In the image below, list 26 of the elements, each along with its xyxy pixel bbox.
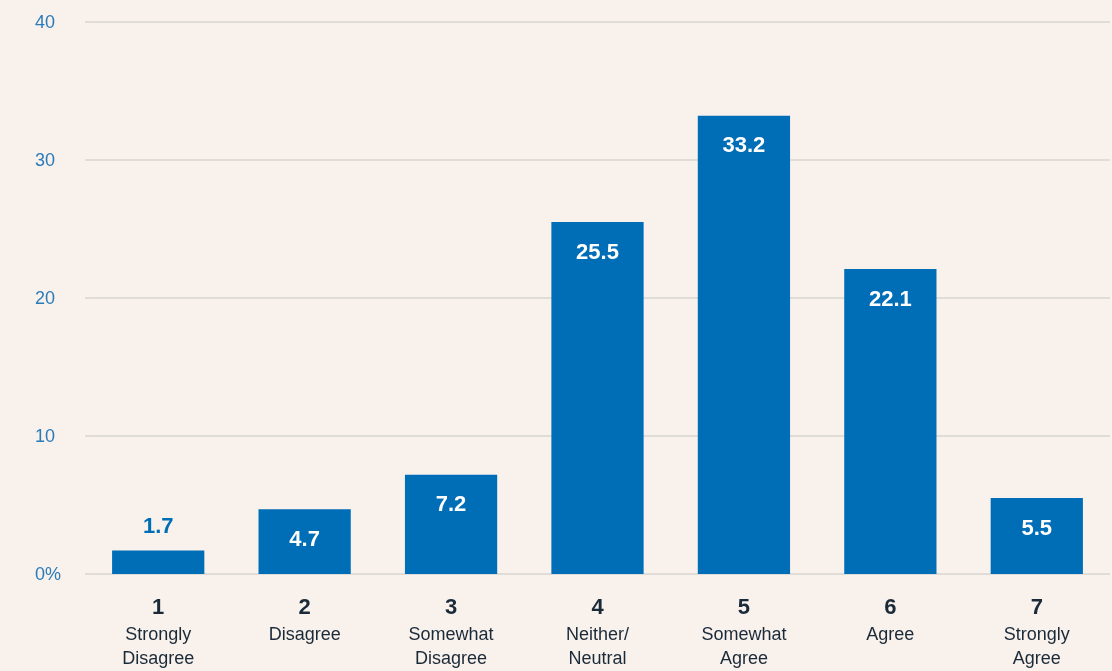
data-label: 1.7 <box>142 513 174 539</box>
bar <box>697 115 791 574</box>
x-tick-label: 6 Agree <box>866 593 915 644</box>
bar <box>990 498 1083 574</box>
x-tick-label: 7 Strongly Agree <box>1003 593 1070 668</box>
data-label: 22.1 <box>868 285 912 311</box>
y-tick-label: 40 <box>35 12 56 32</box>
data-label: 5.5 <box>1021 514 1053 540</box>
bar <box>551 222 644 574</box>
bar <box>112 550 205 574</box>
data-label: 33.2 <box>722 132 766 158</box>
data-label: 7.2 <box>435 491 467 517</box>
x-tick-label: 5 Somewhat Agree <box>701 593 787 668</box>
x-tick-label: 1 Strongly Disagree <box>122 593 195 668</box>
y-tick-label: 10 <box>35 426 56 446</box>
data-label: 4.7 <box>289 525 320 551</box>
data-label: 25.5 <box>576 238 619 264</box>
bar <box>258 509 351 574</box>
x-tick-label: 2 Disagree <box>268 593 341 644</box>
x-tick-label: 4 Neither/ Neutral <box>565 593 630 668</box>
y-tick-label: 0% <box>35 564 62 584</box>
bar <box>844 269 937 574</box>
x-tick-label: 3 Somewhat Disagree <box>408 593 494 668</box>
y-tick-label: 20 <box>35 288 56 308</box>
y-tick-label: 30 <box>35 150 56 170</box>
bar <box>404 474 498 574</box>
